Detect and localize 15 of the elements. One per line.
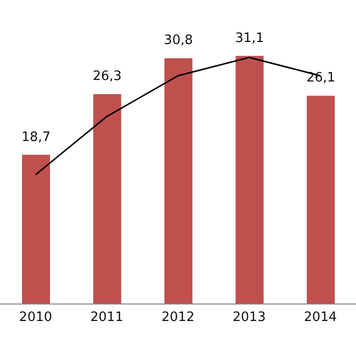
bar: [236, 56, 264, 304]
data-label: 30,8: [164, 33, 193, 48]
bar: [306, 96, 335, 304]
data-label: 18,7: [22, 130, 50, 145]
x-tick-label: 2012: [161, 310, 195, 326]
x-tick-label: 2014: [304, 310, 337, 326]
x-tick-label: 2013: [232, 310, 266, 326]
data-label: 26,1: [306, 70, 336, 86]
x-tick-label: 2010: [19, 310, 52, 326]
data-label: 26,3: [92, 69, 122, 84]
bar: [93, 94, 122, 304]
data-label: 31,1: [235, 30, 264, 46]
x-tick-label: 2011: [90, 310, 124, 326]
bar: [164, 58, 192, 304]
bar: [22, 154, 50, 304]
